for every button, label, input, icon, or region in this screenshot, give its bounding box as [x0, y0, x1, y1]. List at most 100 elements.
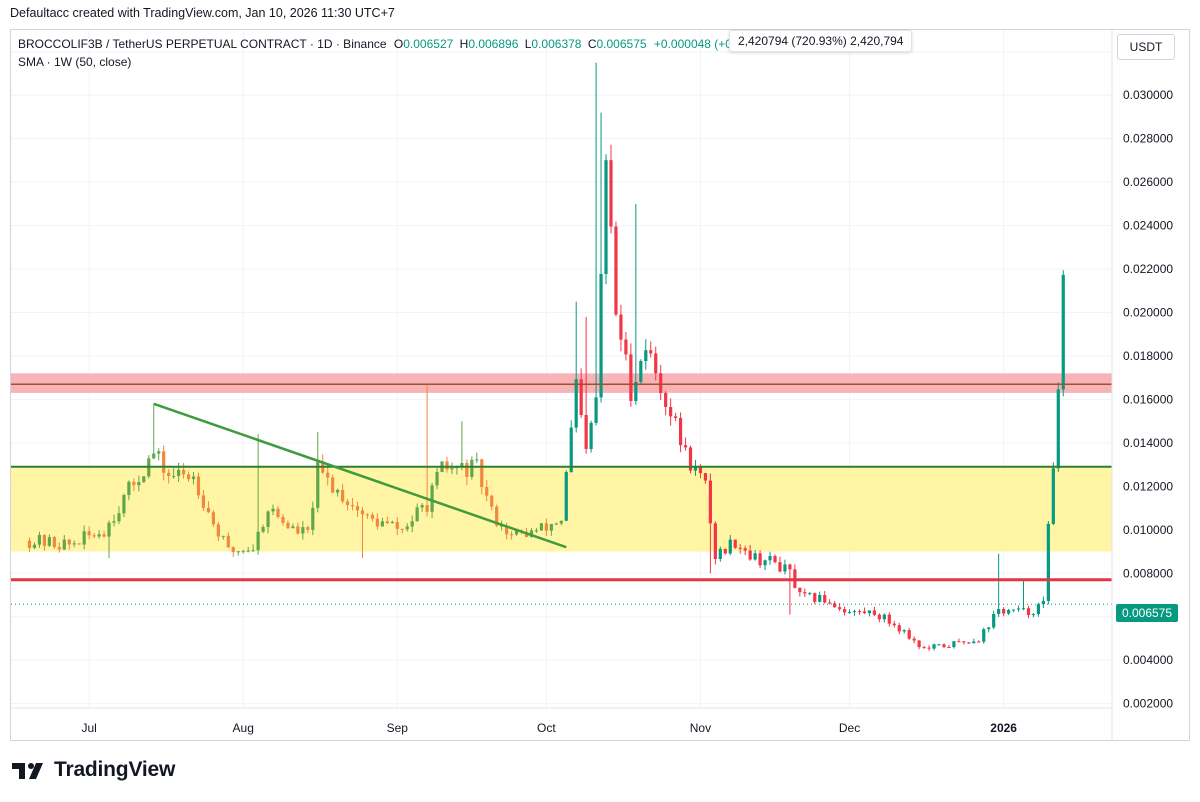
candle-body[interactable]: [137, 482, 141, 486]
candle-body[interactable]: [569, 427, 573, 472]
candle-body[interactable]: [365, 514, 370, 516]
candle-body[interactable]: [1041, 600, 1045, 605]
candle-body[interactable]: [360, 510, 365, 515]
candle-body[interactable]: [549, 523, 553, 531]
candle-body[interactable]: [405, 526, 409, 530]
candle-body[interactable]: [614, 226, 618, 315]
candle-body[interactable]: [743, 548, 747, 551]
symbol-legend[interactable]: BROCCOLIF3B / TetherUS PERPETUAL CONTRAC…: [18, 37, 763, 51]
candle-body[interactable]: [932, 644, 936, 649]
candle-body[interactable]: [445, 461, 449, 470]
candle-body[interactable]: [157, 451, 161, 454]
support-zone[interactable]: [11, 466, 1112, 552]
candle-body[interactable]: [514, 530, 519, 535]
candle-body[interactable]: [296, 526, 300, 534]
candle-body[interactable]: [395, 522, 399, 529]
candle-body[interactable]: [301, 527, 305, 534]
candle-body[interactable]: [982, 629, 986, 642]
candle-body[interactable]: [77, 543, 81, 545]
candle-body[interactable]: [902, 630, 906, 632]
candle-body[interactable]: [57, 546, 61, 550]
candle-body[interactable]: [201, 495, 206, 508]
candle-body[interactable]: [559, 520, 563, 524]
resistance-zone[interactable]: [11, 373, 1112, 393]
candle-body[interactable]: [172, 476, 176, 478]
candle-body[interactable]: [624, 339, 628, 355]
candle-body[interactable]: [306, 527, 310, 530]
candle-body[interactable]: [350, 505, 355, 507]
candle-body[interactable]: [1046, 523, 1050, 601]
candle-body[interactable]: [167, 472, 171, 477]
candle-body[interactable]: [922, 647, 926, 649]
candle-body[interactable]: [574, 379, 578, 428]
candle-body[interactable]: [703, 473, 708, 481]
candle-body[interactable]: [87, 531, 91, 536]
candle-body[interactable]: [435, 471, 439, 486]
candle-body[interactable]: [589, 422, 593, 450]
candle-body[interactable]: [261, 527, 265, 532]
candle-body[interactable]: [892, 623, 896, 626]
candle-body[interactable]: [808, 593, 812, 595]
candle-body[interactable]: [718, 548, 722, 559]
candle-body[interactable]: [291, 526, 295, 529]
candle-body[interactable]: [475, 459, 479, 461]
candle-body[interactable]: [430, 485, 434, 512]
candle-body[interactable]: [788, 564, 792, 570]
candle-body[interactable]: [286, 522, 290, 529]
candle-body[interactable]: [162, 451, 166, 473]
candle-body[interactable]: [639, 361, 643, 382]
candle-body[interactable]: [221, 535, 225, 537]
candle-body[interactable]: [1031, 614, 1036, 616]
candle-body[interactable]: [539, 523, 544, 531]
candle-body[interactable]: [912, 638, 916, 641]
candle-body[interactable]: [1026, 608, 1031, 616]
candle-body[interactable]: [803, 592, 807, 594]
candle-body[interactable]: [634, 381, 638, 401]
candle-body[interactable]: [708, 480, 712, 524]
candle-body[interactable]: [579, 379, 583, 416]
candle-body[interactable]: [465, 463, 469, 477]
candle-body[interactable]: [997, 608, 1001, 615]
candle-body[interactable]: [480, 459, 484, 488]
candle-body[interactable]: [529, 530, 534, 537]
candle-body[interactable]: [733, 539, 737, 548]
candle-body[interactable]: [1061, 274, 1065, 390]
candle-body[interactable]: [852, 611, 857, 613]
candle-body[interactable]: [67, 539, 71, 545]
candle-body[interactable]: [952, 641, 956, 648]
candle-body[interactable]: [748, 550, 752, 560]
candle-body[interactable]: [42, 534, 47, 546]
candle-body[interactable]: [927, 647, 931, 649]
symbol-title[interactable]: BROCCOLIF3B / TetherUS PERPETUAL CONTRAC…: [18, 37, 387, 51]
candle-body[interactable]: [758, 553, 762, 566]
candle-body[interactable]: [887, 614, 891, 624]
candle-body[interactable]: [122, 495, 126, 514]
candle-body[interactable]: [196, 476, 201, 496]
candle-body[interactable]: [355, 506, 360, 511]
candle-body[interactable]: [867, 610, 872, 614]
candle-body[interactable]: [1011, 609, 1016, 611]
candle-body[interactable]: [763, 560, 767, 566]
candle-body[interactable]: [32, 544, 37, 548]
candle-body[interactable]: [783, 564, 787, 572]
candle-body[interactable]: [495, 506, 499, 526]
candle-body[interactable]: [380, 521, 384, 527]
trendline[interactable]: [153, 402, 567, 549]
candle-body[interactable]: [594, 397, 598, 423]
candle-body[interactable]: [1016, 608, 1021, 610]
candle-body[interactable]: [937, 644, 941, 646]
candle-body[interactable]: [375, 518, 379, 527]
candle-body[interactable]: [823, 595, 827, 603]
candle-body[interactable]: [644, 350, 648, 362]
candle-body[interactable]: [962, 641, 966, 643]
candle-body[interactable]: [490, 495, 494, 507]
candle-body[interactable]: [967, 642, 971, 644]
candle-body[interactable]: [226, 535, 230, 548]
candle-body[interactable]: [773, 556, 777, 563]
candle-body[interactable]: [649, 350, 653, 354]
candle-body[interactable]: [713, 523, 717, 559]
candle-body[interactable]: [957, 641, 961, 643]
candle-body[interactable]: [211, 512, 215, 525]
candle-body[interactable]: [828, 602, 832, 604]
candle-body[interactable]: [132, 481, 136, 486]
